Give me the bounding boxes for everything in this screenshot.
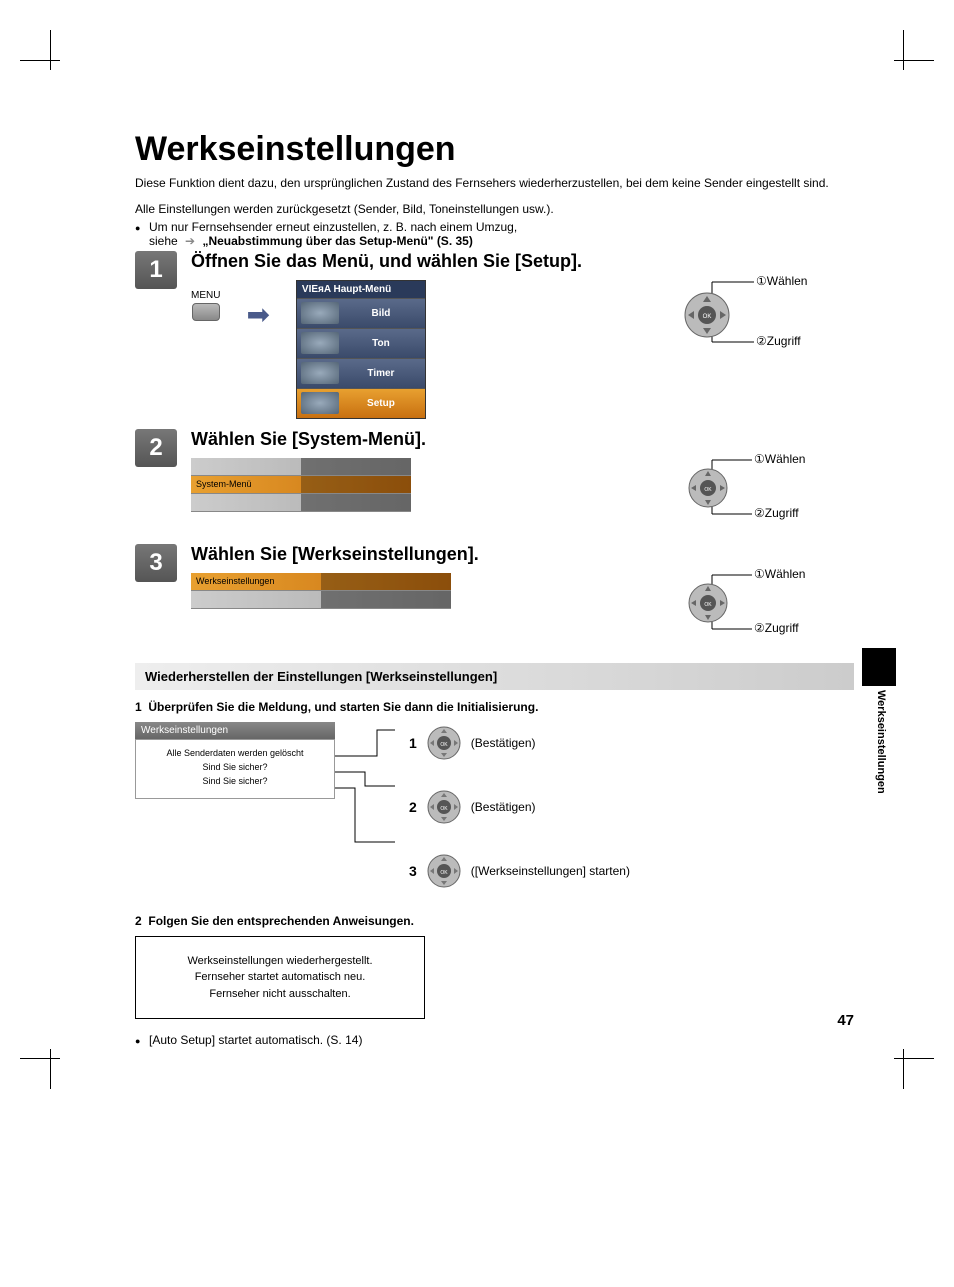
remote-menu-button: MENU [191,290,220,321]
dpad-access-label: Zugriff [765,506,799,520]
section-title: Wiederherstellen der Einstellungen [Werk… [135,663,854,690]
ok-button-icon: OK [427,854,461,888]
menu-item-timer-label: Timer [343,368,425,379]
list-system-menu-label: System-Menü [191,476,301,493]
menu-item-ton-label: Ton [343,338,425,349]
bild-icon [301,302,339,324]
ok-button-icon: OK [427,790,461,824]
dpad-select-label: Wählen [765,452,806,466]
svg-text:OK: OK [440,806,448,812]
setup-icon [301,392,339,414]
step-3-number: 3 [135,544,177,582]
menu-button-label: MENU [191,290,220,301]
svg-text:OK: OK [440,870,448,876]
dpad-icon: OK [688,583,728,623]
menu-item-bild: Bild [297,298,425,328]
confirm-3-label: ([Werkseinstellungen] starten) [471,864,630,878]
bullet-ref: „Neuabstimmung über das Setup-Menü" (S. … [202,234,472,248]
substep-1: 1 Überprüfen Sie die Meldung, und starte… [135,700,854,902]
dialog-line-3: Sind Sie sicher? [142,776,328,786]
bullet-text-b: siehe [149,234,178,248]
bullet-autosetup: [Auto Setup] startet automatisch. (S. 14… [135,1033,854,1047]
step-3-title: Wählen Sie [Werkseinstellungen]. [191,544,854,565]
page-number: 47 [837,1012,854,1029]
menu-item-ton: Ton [297,328,425,358]
confirm-1-num: 1 [409,735,417,751]
substep-2: 2 Folgen Sie den entsprechenden Anweisun… [135,914,854,1048]
confirm-1-label: (Bestätigen) [471,736,536,750]
step-1-number: 1 [135,251,177,289]
dialog-line-2: Sind Sie sicher? [142,762,328,772]
bullet-text-a: Um nur Fernsehsender erneut einzustellen… [149,220,517,234]
menu-item-setup-label: Setup [343,398,425,409]
viera-menu-header: VIEᴙA Haupt-Menü [297,281,425,298]
circled-1: ① [754,567,765,581]
svg-text:OK: OK [704,487,712,493]
confirm-2-label: (Bestätigen) [471,800,536,814]
confirm-3-num: 3 [409,863,417,879]
ok-button-icon: OK [427,726,461,760]
remote-dpad-2: OK ①Wählen ②Zugriff [674,458,854,534]
dialog-connectors [335,722,405,902]
step-2: 2 Wählen Sie [System-Menü]. System-Menü [135,429,854,534]
dpad-access-label: Zugriff [765,621,799,635]
dpad-access-label: Zugriff [767,334,801,348]
confirm-2-num: 2 [409,799,417,815]
final-line-2: Fernseher startet automatisch neu. [166,969,394,986]
confirm-sequence: 1 OK (Bestätigen) 2 OK (Bestätigen) 3 OK… [409,726,630,888]
timer-icon [301,362,339,384]
sub1-num: 1 [135,700,142,714]
dpad-icon: OK [684,292,730,338]
svg-text:OK: OK [704,602,712,608]
intro-text: Diese Funktion dient dazu, den ursprüngl… [135,175,854,192]
dpad-select-label: Wählen [767,274,808,288]
menu-item-bild-label: Bild [343,308,425,319]
circled-2: ② [754,621,765,635]
final-line-3: Fernseher nicht ausschalten. [166,986,394,1003]
list-werkseinstellungen-label: Werkseinstellungen [191,573,321,590]
sub2-title: Folgen Sie den entsprechenden Anweisunge… [148,914,414,928]
dpad-icon: OK [688,468,728,508]
svg-text:OK: OK [703,314,712,320]
system-menu-list: System-Menü [191,458,411,512]
arrow-icon: ➡ [246,298,269,331]
viera-main-menu: VIEᴙA Haupt-Menü Bild Ton Timer [296,280,426,419]
remote-dpad-3: OK ①Wählen ②Zugriff [674,573,854,649]
final-message-box: Werkseinstellungen wiederhergestellt. Fe… [135,936,425,1020]
arrow-inline-icon [181,234,199,248]
werkseinstellungen-list: Werkseinstellungen [191,573,451,609]
final-line-1: Werkseinstellungen wiederhergestellt. [166,953,394,970]
sub2-num: 2 [135,914,142,928]
circled-1: ① [754,452,765,466]
page-title: Werkseinstellungen [135,130,854,169]
step-2-title: Wählen Sie [System-Menü]. [191,429,854,450]
circled-1: ① [756,274,767,288]
menu-item-setup: Setup [297,388,425,418]
ton-icon [301,332,339,354]
bullet-retune: Um nur Fernsehsender erneut einzustellen… [135,220,854,248]
step-1-title: Öffnen Sie das Menü, und wählen Sie [Set… [191,251,854,272]
step-1: 1 Öffnen Sie das Menü, und wählen Sie [S… [135,251,854,419]
circled-2: ② [756,334,767,348]
note-all: Alle Einstellungen werden zurückgesetzt … [135,202,854,216]
confirm-dialog: Werkseinstellungen Alle Senderdaten werd… [135,722,335,799]
page: Werkseinstellungen Diese Funktion dient … [0,0,954,1119]
dpad-select-label: Wählen [765,567,806,581]
circled-2: ② [754,506,765,520]
step-2-number: 2 [135,429,177,467]
svg-text:OK: OK [440,742,448,748]
step-3: 3 Wählen Sie [Werkseinstellungen]. Werks… [135,544,854,649]
sub1-title: Überprüfen Sie die Meldung, und starten … [148,700,538,714]
dialog-line-1: Alle Senderdaten werden gelöscht [142,748,328,758]
menu-button-icon [192,303,220,321]
dialog-header: Werkseinstellungen [135,722,335,739]
menu-item-timer: Timer [297,358,425,388]
remote-dpad-1: OK ①Wählen ②Zugriff [674,280,854,370]
